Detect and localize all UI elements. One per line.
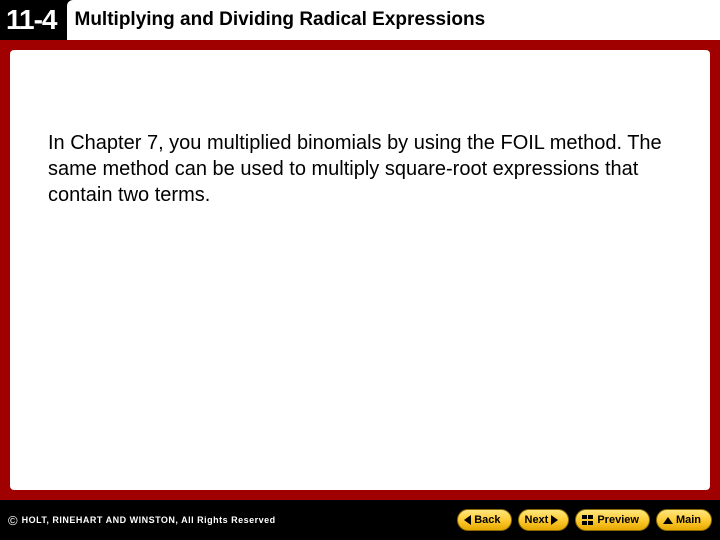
- back-label: Back: [474, 514, 500, 526]
- next-button[interactable]: Next: [518, 509, 570, 531]
- nav-buttons: Back Next Preview Main: [457, 509, 712, 531]
- preview-button[interactable]: Preview: [575, 509, 650, 531]
- copyright: © HOLT, RINEHART AND WINSTON, All Rights…: [8, 513, 276, 528]
- back-button[interactable]: Back: [457, 509, 511, 531]
- content-frame: In Chapter 7, you multiplied binomials b…: [0, 40, 720, 500]
- main-button[interactable]: Main: [656, 509, 712, 531]
- content-area: In Chapter 7, you multiplied binomials b…: [10, 50, 710, 490]
- grid-icon: [582, 515, 594, 525]
- preview-label: Preview: [597, 514, 639, 526]
- arrow-left-icon: [464, 515, 471, 525]
- arrow-up-icon: [663, 517, 673, 524]
- section-title: Multiplying and Dividing Radical Express…: [67, 0, 720, 40]
- arrow-right-icon: [551, 515, 558, 525]
- slide-footer: © HOLT, RINEHART AND WINSTON, All Rights…: [0, 500, 720, 540]
- section-number: 11-4: [0, 4, 67, 36]
- copyright-icon: ©: [8, 513, 18, 528]
- main-label: Main: [676, 514, 701, 526]
- body-text: In Chapter 7, you multiplied binomials b…: [48, 130, 672, 208]
- next-label: Next: [525, 514, 549, 526]
- slide-header: 11-4 Multiplying and Dividing Radical Ex…: [0, 0, 720, 40]
- copyright-text: HOLT, RINEHART AND WINSTON, All Rights R…: [22, 515, 276, 525]
